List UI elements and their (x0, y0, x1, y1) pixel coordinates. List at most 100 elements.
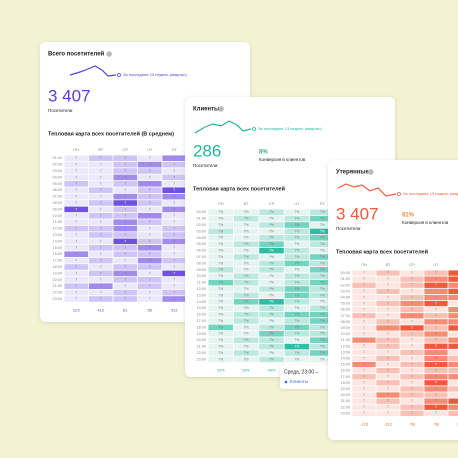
hour-label: 06:00 (196, 249, 206, 253)
hour-label: 03:00 (52, 169, 62, 173)
hour-label: 11:00 (53, 220, 62, 224)
cell-label: 7 (363, 283, 365, 287)
heat-cell (284, 267, 310, 273)
cell-label: 7 (173, 284, 175, 288)
cell-label: 7 (363, 362, 365, 366)
heat-cell (208, 215, 233, 222)
cell-label: 7 (124, 226, 126, 230)
column-total: 56 (148, 307, 153, 312)
cell-label: 7% (269, 261, 274, 265)
cell-label: 7% (244, 293, 249, 297)
cell-label: 7 (173, 239, 175, 243)
heat-cell (64, 181, 89, 187)
hour-label: 17:00 (340, 375, 350, 379)
heat-cell (284, 356, 310, 363)
heat-cell (137, 257, 162, 264)
heat-cell (137, 277, 162, 283)
cell-label: 7 (435, 289, 437, 293)
cell-label: 7% (294, 357, 299, 361)
cell-label: 7% (294, 338, 299, 342)
heat-cell (284, 337, 310, 343)
heat-cell (448, 410, 458, 416)
cell-label: 7 (173, 162, 175, 166)
heat-cell (376, 343, 400, 349)
cell-label: 7% (294, 332, 299, 336)
conversion: 8% (259, 150, 268, 156)
cell-label: 7 (387, 387, 389, 391)
day-label: ПТ (172, 147, 178, 152)
heat-cell (448, 368, 458, 374)
heat-cell (310, 305, 335, 311)
heat-cell (424, 349, 448, 355)
cell-label: 7 (363, 320, 365, 324)
heat-cell (448, 355, 458, 362)
heat-cell (233, 279, 259, 286)
cell-label: 7 (100, 156, 102, 160)
heat-cell (64, 283, 89, 289)
cell-label: 7 (173, 246, 175, 250)
cell-label: 7 (149, 284, 151, 288)
heat-cell (448, 349, 458, 355)
tooltip-item: Клиенты (290, 379, 308, 384)
cell-label: 7 (363, 405, 365, 409)
cell-label: 7% (218, 287, 223, 291)
heat-cell (233, 273, 259, 279)
heat-cell (400, 307, 424, 313)
cell-label: 7 (100, 201, 102, 205)
cell-label: 7 (387, 356, 389, 360)
heat-cell (208, 228, 233, 235)
cell-label: 7 (124, 214, 126, 218)
heat-cell (259, 311, 284, 318)
cell-label: 7% (320, 338, 325, 342)
hour-label: 11:00 (197, 281, 206, 285)
heat-cell (64, 264, 89, 270)
heat-cell (424, 337, 448, 343)
heat-cell (310, 311, 335, 318)
day-label: ВТ (386, 262, 391, 267)
info-icon (106, 51, 112, 57)
cell-label: 7% (269, 338, 274, 342)
hour-label: 19:00 (196, 332, 206, 336)
heat-cell (400, 392, 424, 398)
cell-label: 7% (244, 325, 249, 329)
heat-cell (448, 380, 458, 386)
cell-label: 7 (100, 265, 102, 269)
total-label: Посетители (336, 226, 361, 231)
heat-cell (113, 289, 138, 296)
heat-cell (352, 337, 376, 343)
cell-label: 7% (244, 216, 249, 220)
cell-label: 7 (149, 252, 151, 256)
cell-label: 7% (218, 338, 223, 342)
heat-cell (376, 313, 400, 319)
hour-label: 10:00 (340, 332, 350, 336)
column-total: 412 (97, 307, 104, 312)
hour-label: 20:00 (340, 393, 350, 397)
cell-label: 7 (411, 320, 413, 324)
heat-cell (424, 380, 448, 386)
cell-label: 7 (100, 188, 102, 192)
cell-label: 7% (320, 268, 325, 272)
heat-cell (208, 286, 233, 292)
heat-cell (310, 350, 335, 356)
cell-label: 7% (294, 344, 299, 348)
heat-cell (233, 286, 259, 292)
heat-cell (448, 386, 458, 392)
cell-label: 7 (411, 271, 413, 275)
heat-cell (448, 307, 458, 313)
cell-label: 7 (124, 290, 126, 294)
cell-label: 7 (363, 411, 365, 415)
cell-label: 7% (244, 319, 249, 323)
cell-label: 7 (173, 220, 175, 224)
heat-cell (233, 356, 259, 363)
cell-label: 7 (435, 314, 437, 318)
sparkline (337, 183, 397, 197)
period: За последние 13 недель (квартал) (123, 72, 187, 77)
heat-cell (208, 337, 233, 343)
heat-cell (284, 215, 310, 222)
cell-label: 7% (294, 229, 299, 233)
heat-cell (208, 235, 233, 241)
cell-label: 7 (173, 201, 175, 205)
heat-cell (88, 161, 113, 168)
cell-label: 7% (320, 293, 325, 297)
